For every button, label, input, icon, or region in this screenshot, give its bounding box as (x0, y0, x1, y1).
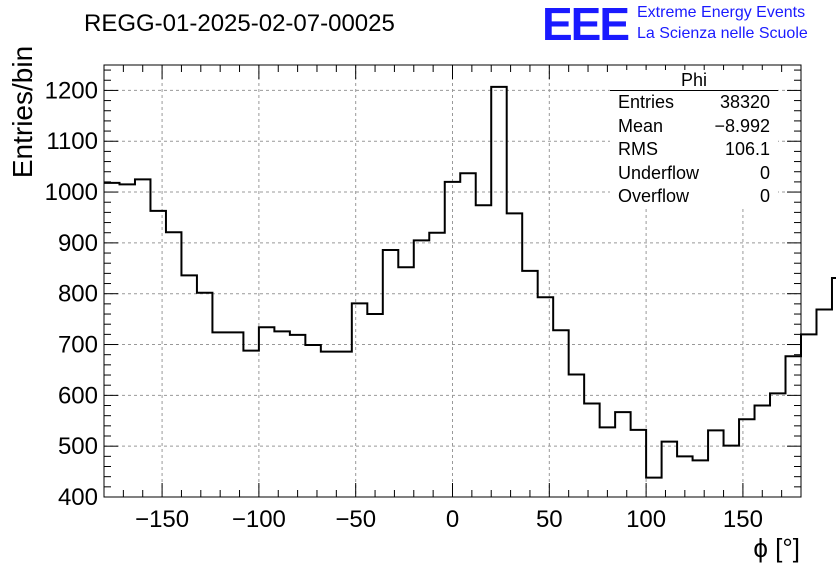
stats-row-overflow: Overflow 0 (610, 185, 778, 209)
stats-box: Phi Entries 38320 Mean −8.992 RMS 106.1 … (610, 70, 778, 209)
axis-ticks (104, 65, 801, 498)
y-axis-label: Entries/bin (7, 46, 38, 178)
x-tick-label: −150 (135, 506, 189, 533)
stats-value: 106.1 (724, 139, 770, 159)
x-tick-label: 100 (626, 506, 666, 533)
y-tick-label: 800 (58, 281, 98, 308)
stats-value: 0 (759, 162, 770, 183)
x-tick-label: 50 (536, 506, 563, 533)
run-title: REGG-01-2025-02-07-00025 (84, 10, 395, 37)
stats-label: Overflow (618, 186, 690, 206)
stats-value: −8.992 (714, 115, 770, 136)
stats-label: Underflow (618, 162, 700, 183)
y-tick-label: 400 (58, 484, 98, 511)
stats-label: RMS (618, 139, 658, 159)
eee-logo: EEE (542, 0, 630, 50)
y-tick-label: 600 (58, 382, 98, 409)
stats-row-underflow: Underflow 0 (610, 162, 778, 186)
logo-text-line2: La Scienza nelle Scuole (637, 25, 808, 42)
y-tick-label: 1100 (46, 128, 98, 155)
stats-row-mean: Mean −8.992 (610, 115, 778, 139)
x-tick-label: 0 (446, 506, 459, 533)
stats-title: Phi (610, 70, 778, 91)
y-tick-label: 900 (58, 230, 98, 257)
histogram-series (104, 85, 836, 479)
stats-label: Mean (618, 115, 664, 136)
y-tick-label: 700 (58, 332, 98, 359)
stats-value: 0 (759, 186, 770, 206)
x-tick-label: −100 (232, 506, 286, 533)
stats-row-entries: Entries 38320 (610, 91, 778, 115)
x-tick-label: 150 (723, 506, 763, 533)
y-tick-label: 1200 (45, 77, 98, 104)
x-axis-label: ϕ [°] (753, 533, 800, 563)
logo-text-line1: Extreme Energy Events (637, 4, 806, 21)
stats-value: 38320 (719, 92, 770, 112)
stats-row-rms: RMS 106.1 (610, 138, 778, 162)
y-tick-label: 1000 (45, 179, 98, 206)
stats-label: Entries (618, 92, 675, 112)
y-tick-label: 500 (58, 433, 98, 460)
x-tick-label: −50 (335, 506, 376, 533)
